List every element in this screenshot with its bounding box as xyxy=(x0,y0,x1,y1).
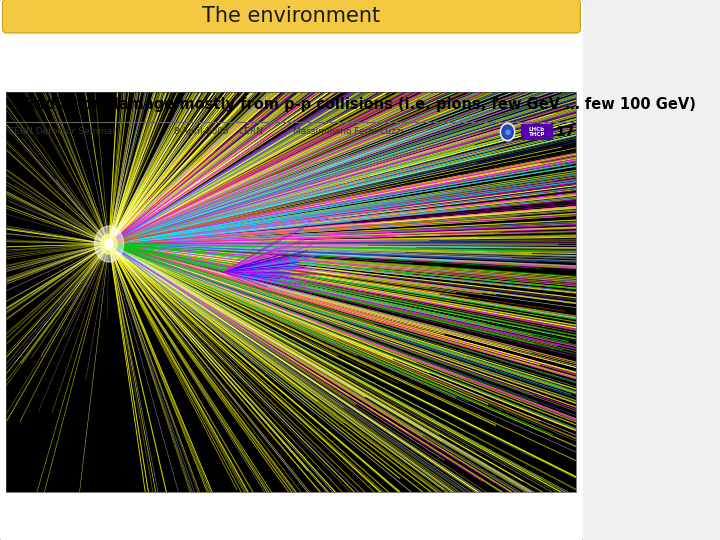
Text: The environment: The environment xyxy=(202,6,380,26)
FancyBboxPatch shape xyxy=(2,0,580,33)
Text: □: □ xyxy=(12,97,24,111)
Text: Radiation damage mostly from p-p collisions (i.e. pions, few GeV … few 100 GeV): Radiation damage mostly from p-p collisi… xyxy=(24,97,696,111)
Text: CERN: CERN xyxy=(238,127,264,137)
Circle shape xyxy=(101,234,117,254)
Text: ●: ● xyxy=(505,129,510,135)
Circle shape xyxy=(105,239,113,249)
Text: Massimiliano Ferro-Luzzi: Massimiliano Ferro-Luzzi xyxy=(293,127,403,137)
Circle shape xyxy=(94,226,124,262)
Bar xyxy=(6,92,577,492)
Text: 17: 17 xyxy=(555,125,575,139)
Bar xyxy=(6,92,577,492)
Circle shape xyxy=(502,125,513,139)
Text: 8-April-2005: 8-April-2005 xyxy=(173,127,229,137)
Circle shape xyxy=(500,123,515,141)
Text: LHCb
THCP: LHCb THCP xyxy=(528,127,545,137)
FancyBboxPatch shape xyxy=(521,124,553,140)
FancyBboxPatch shape xyxy=(0,0,584,540)
Text: CERN Detector Seminar: CERN Detector Seminar xyxy=(8,127,116,137)
